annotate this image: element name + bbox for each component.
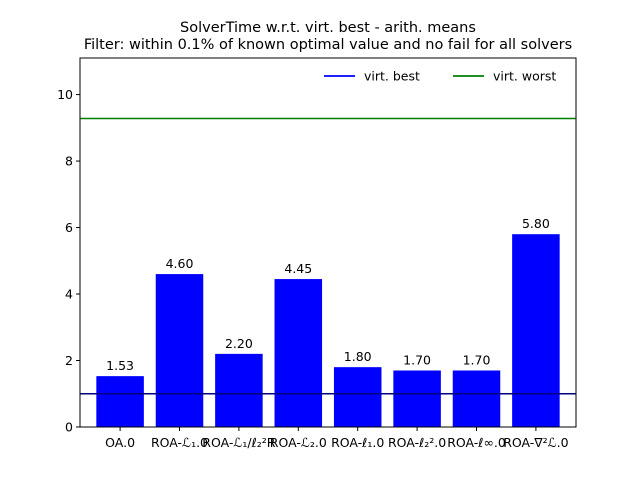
y-tick-label: 4 [65,287,73,302]
bar [452,370,501,427]
x-tick-label: ROA-ℓ₁.0 [331,435,384,450]
data-label: 4.60 [166,256,194,271]
bar [215,353,263,427]
x-tick-label: ROA-ℓ∞.0 [447,435,506,450]
x-tick-label: ROA-∇²ℒ.0 [503,435,568,450]
chart-title-line1: SolverTime w.r.t. virt. best - arith. me… [180,20,476,36]
data-label: 1.70 [403,352,431,367]
y-tick-label: 8 [65,154,73,169]
legend-label: virt. best [364,69,420,84]
data-label: 5.80 [522,216,550,231]
x-tick-label: OA.0 [105,435,135,450]
bar [393,370,441,427]
y-tick-label: 0 [65,420,73,435]
y-tick-label: 10 [57,87,73,102]
x-tick-label: ROA-ℒ₁.0 [151,435,208,450]
x-tick-label: ROA-ℒ₂.0 [270,435,327,450]
data-label: 1.80 [344,349,372,364]
data-label: 1.53 [106,358,134,373]
x-tick-label: ROA-ℒ₁/ℓ₂²R [202,435,276,450]
bar [333,367,382,427]
y-tick-label: 6 [65,220,73,235]
bar [96,376,144,427]
data-label: 1.70 [463,352,491,367]
data-label: 4.45 [284,261,312,276]
bar [274,279,323,427]
bar [512,234,560,427]
chart-title-line2: Filter: within 0.1% of known optimal val… [84,37,572,53]
x-tick-label: ROA-ℓ₂².0 [388,435,446,450]
axes-frame [79,57,577,428]
y-tick-label: 2 [65,353,73,368]
legend-label: virt. worst [493,69,556,84]
data-label: 2.20 [225,336,253,351]
bar [155,274,204,427]
plot-area: 1.53 4.60 2.20 4.45 1.80 1.70 1.70 5.80 0 2 4 6 8 10 O… [57,57,577,450]
